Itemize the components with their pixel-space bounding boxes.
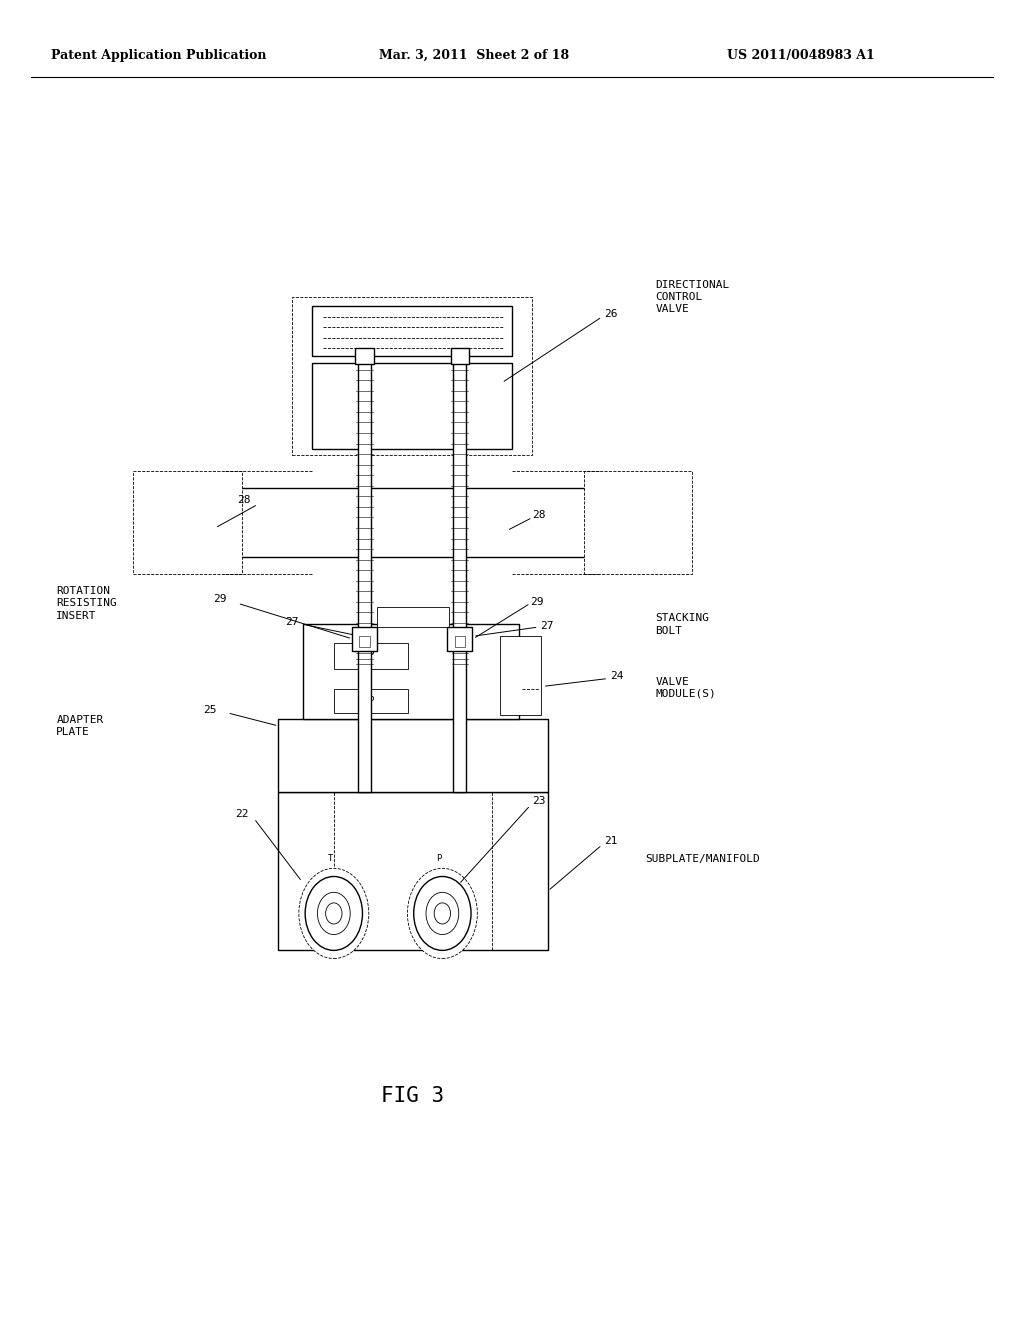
- Text: ADAPTER
PLATE: ADAPTER PLATE: [56, 715, 103, 737]
- Text: FIG 3: FIG 3: [381, 1085, 444, 1106]
- Bar: [358, 350, 371, 792]
- Text: 28: 28: [532, 510, 546, 520]
- Bar: [584, 471, 692, 574]
- Text: SUBPLATE/MANIFOLD: SUBPLATE/MANIFOLD: [645, 854, 760, 865]
- Text: P: P: [436, 854, 442, 863]
- Text: 27: 27: [540, 620, 553, 631]
- Bar: [447, 627, 472, 651]
- Bar: [377, 607, 449, 627]
- Circle shape: [299, 869, 369, 958]
- Bar: [502, 693, 524, 713]
- Circle shape: [305, 876, 362, 950]
- Text: DIRECTIONAL
CONTROL
VALVE: DIRECTIONAL CONTROL VALVE: [655, 280, 730, 314]
- Text: ROTATION
RESISTING
INSERT: ROTATION RESISTING INSERT: [56, 586, 117, 620]
- Text: Patent Application Publication: Patent Application Publication: [51, 49, 266, 62]
- Text: 29: 29: [530, 597, 544, 607]
- Bar: [133, 471, 242, 574]
- Circle shape: [434, 903, 451, 924]
- Bar: [334, 643, 408, 669]
- Circle shape: [317, 892, 350, 935]
- Bar: [502, 669, 524, 689]
- Bar: [225, 488, 600, 557]
- Bar: [453, 350, 467, 792]
- Bar: [334, 689, 408, 713]
- Text: P: P: [368, 651, 374, 659]
- Text: 21: 21: [604, 836, 617, 846]
- Text: Mar. 3, 2011  Sheet 2 of 18: Mar. 3, 2011 Sheet 2 of 18: [379, 49, 569, 62]
- Bar: [312, 363, 512, 449]
- Bar: [292, 297, 532, 455]
- Bar: [600, 488, 674, 557]
- Text: 28: 28: [238, 495, 251, 506]
- Circle shape: [326, 903, 342, 924]
- Bar: [312, 306, 512, 356]
- Text: 27: 27: [285, 616, 298, 627]
- Circle shape: [426, 892, 459, 935]
- Bar: [359, 636, 370, 647]
- Text: US 2011/0048983 A1: US 2011/0048983 A1: [727, 49, 874, 62]
- Text: 26: 26: [604, 309, 617, 319]
- Text: 24: 24: [610, 671, 624, 681]
- Bar: [278, 719, 548, 792]
- Text: 29: 29: [213, 594, 226, 605]
- Text: 25: 25: [203, 705, 216, 715]
- Bar: [500, 636, 541, 715]
- Bar: [355, 348, 374, 364]
- Bar: [451, 348, 469, 364]
- Bar: [303, 624, 519, 719]
- Bar: [451, 348, 469, 364]
- Bar: [358, 350, 371, 792]
- Text: STACKING
BOLT: STACKING BOLT: [655, 614, 710, 635]
- Circle shape: [408, 869, 477, 958]
- Circle shape: [414, 876, 471, 950]
- Text: VALVE
MODULE(S): VALVE MODULE(S): [655, 677, 716, 698]
- Text: 22: 22: [236, 809, 249, 820]
- Text: T: T: [328, 854, 334, 863]
- Text: 23: 23: [532, 796, 546, 807]
- Bar: [352, 627, 377, 651]
- Bar: [352, 627, 377, 651]
- Bar: [355, 348, 374, 364]
- Bar: [152, 488, 225, 557]
- Bar: [278, 792, 548, 950]
- Bar: [453, 350, 467, 792]
- Text: P: P: [368, 697, 374, 705]
- Bar: [502, 645, 524, 665]
- Bar: [455, 636, 465, 647]
- Bar: [447, 627, 472, 651]
